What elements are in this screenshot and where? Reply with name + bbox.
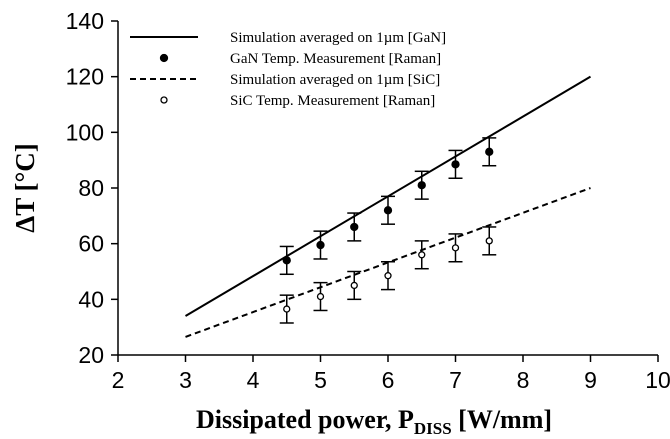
data-point [350, 281, 358, 290]
x-tick-label: 7 [449, 367, 462, 393]
y-tick-label: 40 [78, 286, 104, 312]
x-tick-label: 8 [517, 367, 530, 393]
data-point [316, 240, 325, 250]
legend-swatch-marker [160, 96, 168, 104]
x-axis-title-unit: [W/mm] [452, 405, 552, 434]
y-tick-label: 120 [66, 64, 104, 90]
data-point [485, 147, 494, 156]
y-tick-label: 140 [66, 8, 104, 34]
x-tick-label: 9 [584, 367, 597, 393]
data-point [485, 237, 493, 245]
x-tick-label: 4 [247, 367, 260, 393]
x-axis-title-subscript: DISS [414, 419, 452, 438]
legend-label: Simulation averaged on 1µm [GaN] [230, 30, 446, 46]
data-point [417, 181, 426, 190]
x-tick-label: 5 [314, 367, 327, 393]
x-tick-label: 2 [112, 367, 125, 393]
data-point [383, 206, 393, 215]
legend-swatch-marker [159, 53, 169, 63]
data-point [418, 251, 426, 259]
x-tick-label: 3 [179, 367, 192, 393]
legend: Simulation averaged on 1µm [GaN] GaN Temp… [130, 30, 446, 109]
series-3 [279, 226, 497, 324]
x-tick-label: 10 [645, 367, 670, 393]
data-point [451, 244, 460, 252]
data-point [451, 160, 460, 169]
y-tick-label: 60 [78, 231, 104, 257]
axis-ticks: 2 3 4 5 6 7 8 9 10 20 40 60 80 100 120 140 [66, 8, 670, 393]
y-tick-label: 80 [78, 175, 104, 201]
data-point [316, 292, 325, 301]
y-tick-label: 20 [78, 342, 104, 368]
y-tick-label: 100 [66, 119, 104, 145]
data-point [350, 222, 359, 232]
data-point [384, 272, 392, 280]
x-axis-title-main: Dissipated power, P [196, 405, 414, 434]
y-axis-title: ΔT [°C] [10, 143, 40, 232]
x-tick-label: 6 [382, 367, 395, 393]
x-axis-title: Dissipated power, PDISS [W/mm] [196, 405, 552, 438]
data-point [282, 256, 291, 265]
series-layer [184, 75, 592, 338]
legend-label: GaN Temp. Measurement [Raman] [230, 51, 441, 67]
legend-label: SiC Temp. Measurement [Raman] [230, 93, 435, 109]
data-point [283, 305, 291, 313]
legend-label: Simulation averaged on 1µm [SiC] [230, 72, 440, 88]
series-1 [279, 137, 497, 276]
